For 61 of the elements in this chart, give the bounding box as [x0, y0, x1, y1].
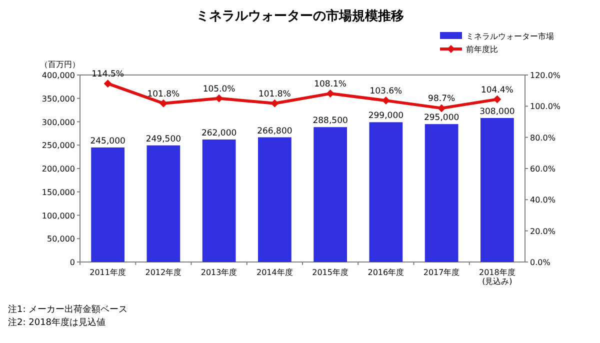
x-tick-label: 2014年度: [256, 268, 293, 277]
y-tick-label: 150,000: [42, 188, 75, 197]
text: 注1: メーカー出荷金額ベース: [8, 304, 128, 315]
data-label: 108.1%: [314, 80, 347, 90]
legend-label: 前年度比: [466, 45, 498, 54]
y-tick-label: 400,000: [42, 71, 75, 80]
data-label: 249,500: [146, 134, 182, 144]
point: [215, 94, 224, 102]
data-label: 299,000: [368, 111, 404, 122]
x-tick-label: 2013年度: [200, 268, 238, 277]
y2-tick-label: 60.0%: [530, 164, 556, 174]
y-axis-title: （百万円）: [40, 60, 80, 69]
data-label: 104.4%: [480, 85, 514, 96]
y-tick-label: 250,000: [42, 141, 75, 150]
bar: [480, 118, 514, 262]
data-label: 266,800: [257, 126, 292, 136]
x-tick-label: 2016年度: [368, 268, 404, 277]
data-label: 114.5%: [92, 70, 124, 80]
text: 注2: 2018年度は見込値: [8, 317, 106, 328]
data-label: 288,500: [312, 116, 348, 126]
bar: [91, 147, 124, 262]
bar: [146, 145, 180, 262]
data-label: 105.0%: [202, 84, 236, 94]
y2-tick-label: 0.0%: [530, 258, 551, 267]
x-tick-label: 2012年度: [145, 268, 182, 277]
x-tick-label: 2017年度: [423, 268, 460, 277]
point: [104, 80, 112, 88]
data-label: 308,000: [480, 107, 515, 118]
y2-tick-label: 100.0%: [530, 102, 561, 112]
bar: [369, 122, 403, 262]
bar: [202, 140, 236, 262]
bar: [258, 137, 292, 262]
data-label: 262,000: [201, 128, 237, 139]
y-tick-label: 0: [70, 258, 75, 267]
y-tick-label: 350,000: [42, 94, 75, 104]
data-label: 103.6%: [370, 86, 402, 97]
y2-tick-label: 80.0%: [530, 133, 556, 142]
data-label: 98.7%: [428, 94, 456, 104]
y2-tick-label: 40.0%: [530, 196, 556, 205]
point: [493, 95, 502, 104]
bar: [424, 124, 458, 262]
point: [326, 90, 334, 98]
chart-title: ミネラルウォーターの市場規模推移: [196, 8, 404, 24]
point: [438, 104, 446, 112]
x-tick-label: 2015年度: [312, 268, 348, 277]
data-label: 101.8%: [147, 89, 180, 100]
x-tick-label: 2018年度 (見込み): [479, 268, 516, 286]
legend-label: ミネラルウォーター市場: [466, 32, 554, 41]
y-tick-label: 300,000: [42, 118, 75, 127]
y2-tick-label: 120.0%: [530, 71, 561, 80]
y-tick-label: 50,000: [47, 234, 75, 244]
point: [159, 99, 168, 108]
data-label: 101.8%: [258, 89, 291, 100]
x-tick-label: 2011年度: [90, 268, 126, 277]
bar: [314, 127, 347, 262]
point: [270, 99, 279, 108]
y2-tick-label: 20.0%: [530, 226, 556, 236]
data-label: 295,000: [424, 113, 460, 124]
data-label: 245,000: [90, 136, 126, 146]
y-tick-label: 100,000: [42, 211, 75, 220]
y-tick-label: 200,000: [42, 164, 75, 174]
